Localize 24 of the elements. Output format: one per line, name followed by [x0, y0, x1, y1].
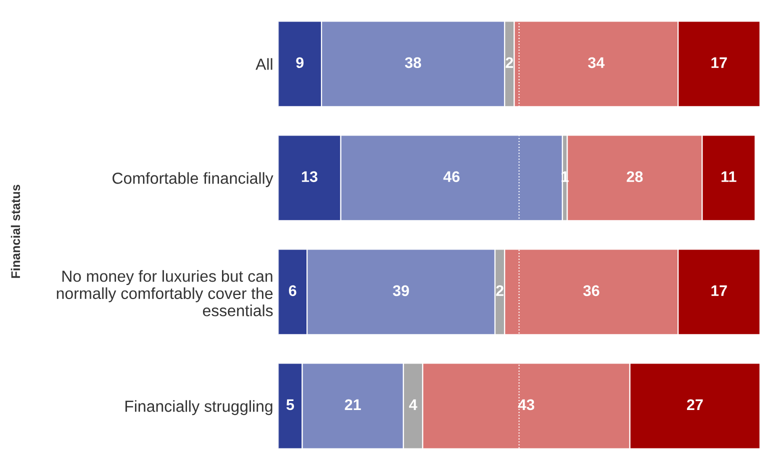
- data-label: 46: [443, 171, 460, 182]
- y-tick-label: Comfortable financially: [112, 172, 274, 188]
- data-label: 17: [712, 285, 727, 296]
- data-label: 28: [626, 171, 643, 182]
- data-label: 17: [712, 57, 727, 68]
- data-label: 38: [404, 57, 422, 68]
- data-label: 36: [583, 285, 600, 296]
- data-label: 9: [296, 57, 304, 68]
- data-label: 2: [506, 57, 514, 68]
- data-label: 6: [288, 285, 296, 296]
- data-label: 4: [409, 399, 418, 410]
- data-label: 13: [302, 171, 318, 182]
- y-tick-label: All: [256, 58, 272, 70]
- data-label: 27: [686, 399, 703, 410]
- data-label: 34: [588, 57, 605, 68]
- y-axis-title: Financial status: [10, 184, 20, 278]
- data-label: 2: [496, 285, 504, 296]
- data-label: 43: [518, 399, 534, 410]
- y-tick-label: Financially struggling: [125, 400, 272, 416]
- data-label: 11: [722, 171, 736, 182]
- y-tick-label: No money for luxuries but can normally comfortably cover the essentials: [56, 270, 273, 316]
- data-label: 21: [344, 399, 361, 410]
- data-label: 39: [392, 285, 409, 296]
- data-label: 5: [286, 399, 294, 410]
